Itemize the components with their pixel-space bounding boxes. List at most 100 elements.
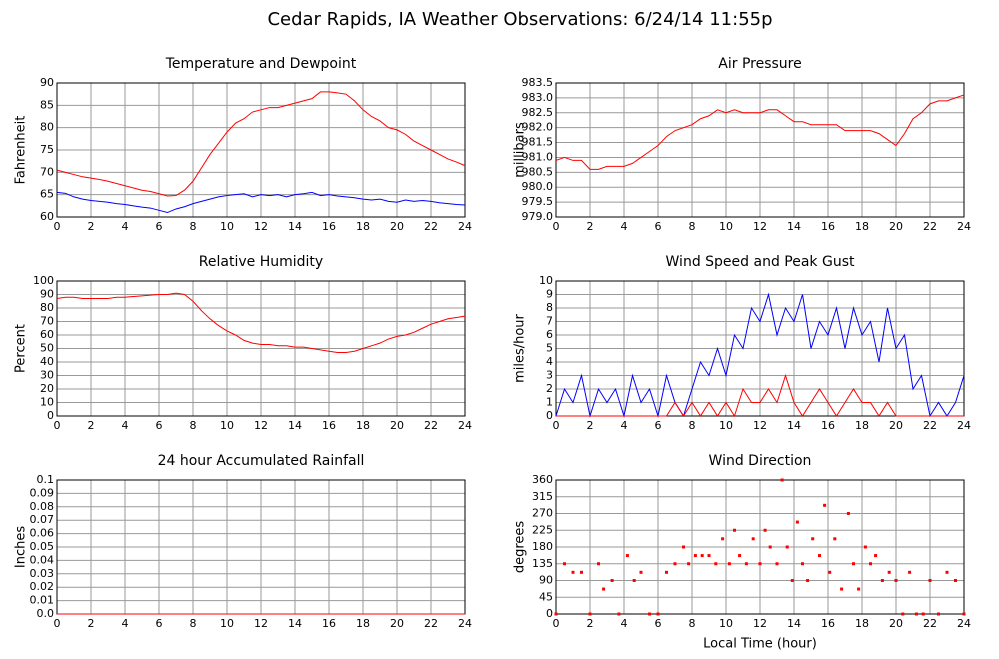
panel-title: Wind Speed and Peak Gust [666, 254, 855, 270]
point [721, 537, 725, 541]
x-tick-label: 16 [821, 617, 835, 630]
point [602, 587, 606, 591]
point [563, 562, 566, 566]
plot-frame [555, 82, 965, 218]
y-axis-label: miles/hour [513, 313, 528, 382]
plot-frame [56, 280, 466, 417]
x-tick-label: 16 [821, 419, 835, 432]
x-tick-label: 18 [855, 617, 869, 630]
point [869, 562, 872, 566]
point [687, 562, 691, 566]
x-tick-label: 20 [889, 419, 903, 432]
y-tick-label: 180 [532, 540, 553, 553]
y-tick-label: 85 [40, 98, 54, 111]
x-tick-label: 14 [787, 419, 801, 432]
point [921, 612, 925, 616]
x-tick-label: 8 [689, 419, 696, 432]
x-tick-label: 2 [587, 220, 594, 233]
x-tick-label: 18 [356, 220, 370, 233]
y-tick-label: 0 [546, 409, 553, 422]
y-tick-label: 0 [546, 607, 553, 620]
x-tick-label: 10 [719, 617, 733, 630]
point [780, 478, 784, 482]
y-tick-label: 360 [532, 473, 553, 486]
y-axis-label: Fahrenheit [14, 116, 29, 185]
y-tick-label: 0.06 [30, 527, 55, 540]
x-tick-label: 0 [553, 419, 560, 432]
y-tick-label: 981.0 [522, 150, 554, 163]
x-tick-label: 22 [424, 419, 438, 432]
x-tick-label: 2 [587, 419, 594, 432]
point [597, 562, 600, 566]
point [610, 579, 614, 582]
y-tick-label: 70 [40, 165, 54, 178]
point [758, 562, 762, 566]
x-tick-label: 22 [923, 220, 937, 233]
y-tick-label: 3 [546, 369, 553, 382]
x-tick-label: 18 [356, 617, 370, 630]
x-tick-label: 24 [458, 220, 472, 233]
x-tick-label: 14 [787, 617, 801, 630]
point [763, 528, 767, 532]
x-tick-label: 16 [322, 220, 336, 233]
x-tick-label: 2 [587, 617, 594, 630]
x-tick-label: 2 [88, 617, 95, 630]
x-tick-label: 18 [855, 419, 869, 432]
point [828, 570, 832, 574]
point [880, 579, 884, 582]
y-tick-label: 45 [539, 590, 553, 603]
x-tick-label: 8 [190, 419, 197, 432]
point [790, 579, 794, 582]
panel-title: 24 hour Accumulated Rainfall [158, 453, 365, 469]
x-tick-label: 4 [122, 419, 129, 432]
y-tick-label: 0 [47, 409, 54, 422]
y-tick-label: 0.08 [30, 500, 55, 513]
x-tick-label: 6 [156, 617, 163, 630]
x-tick-label: 22 [424, 617, 438, 630]
x-tick-label: 2 [88, 220, 95, 233]
y-tick-label: 0.03 [30, 567, 55, 580]
point [682, 545, 685, 549]
x-tick-label: 4 [122, 617, 129, 630]
y-tick-label: 90 [539, 574, 553, 587]
point [840, 587, 844, 591]
y-tick-label: 982.0 [522, 121, 554, 134]
x-tick-label: 10 [220, 617, 234, 630]
series-line [56, 191, 466, 214]
series-line [56, 292, 466, 354]
x-tick-label: 4 [621, 419, 628, 432]
x-tick-label: 10 [719, 220, 733, 233]
x-tick-label: 0 [54, 617, 61, 630]
y-tick-label: 0.09 [30, 486, 55, 499]
x-tick-label: 0 [553, 617, 560, 630]
x-tick-label: 4 [122, 220, 129, 233]
y-tick-label: 0.1 [37, 473, 55, 486]
x-tick-label: 20 [390, 220, 404, 233]
y-tick-label: 80 [40, 301, 54, 314]
x-tick-label: 6 [655, 220, 662, 233]
y-axis-label: Inches [14, 526, 29, 568]
x-tick-label: 2 [88, 419, 95, 432]
y-tick-label: 40 [40, 355, 54, 368]
point [775, 562, 779, 566]
y-tick-label: 60 [40, 328, 54, 341]
y-tick-label: 50 [40, 342, 54, 355]
x-tick-label: 18 [855, 220, 869, 233]
point [738, 554, 742, 558]
y-tick-label: 9 [546, 288, 553, 301]
point [580, 570, 583, 574]
y-tick-label: 90 [40, 76, 54, 89]
y-tick-label: 70 [40, 315, 54, 328]
x-tick-label: 16 [322, 617, 336, 630]
x-tick-label: 12 [753, 617, 767, 630]
x-tick-label: 8 [190, 617, 197, 630]
point [673, 562, 677, 566]
y-tick-label: 225 [532, 523, 553, 536]
x-tick-label: 8 [689, 220, 696, 233]
point [625, 554, 629, 558]
point [846, 512, 850, 515]
y-tick-label: 982.5 [522, 106, 554, 119]
y-tick-label: 80 [40, 121, 54, 134]
x-tick-label: 6 [655, 419, 662, 432]
